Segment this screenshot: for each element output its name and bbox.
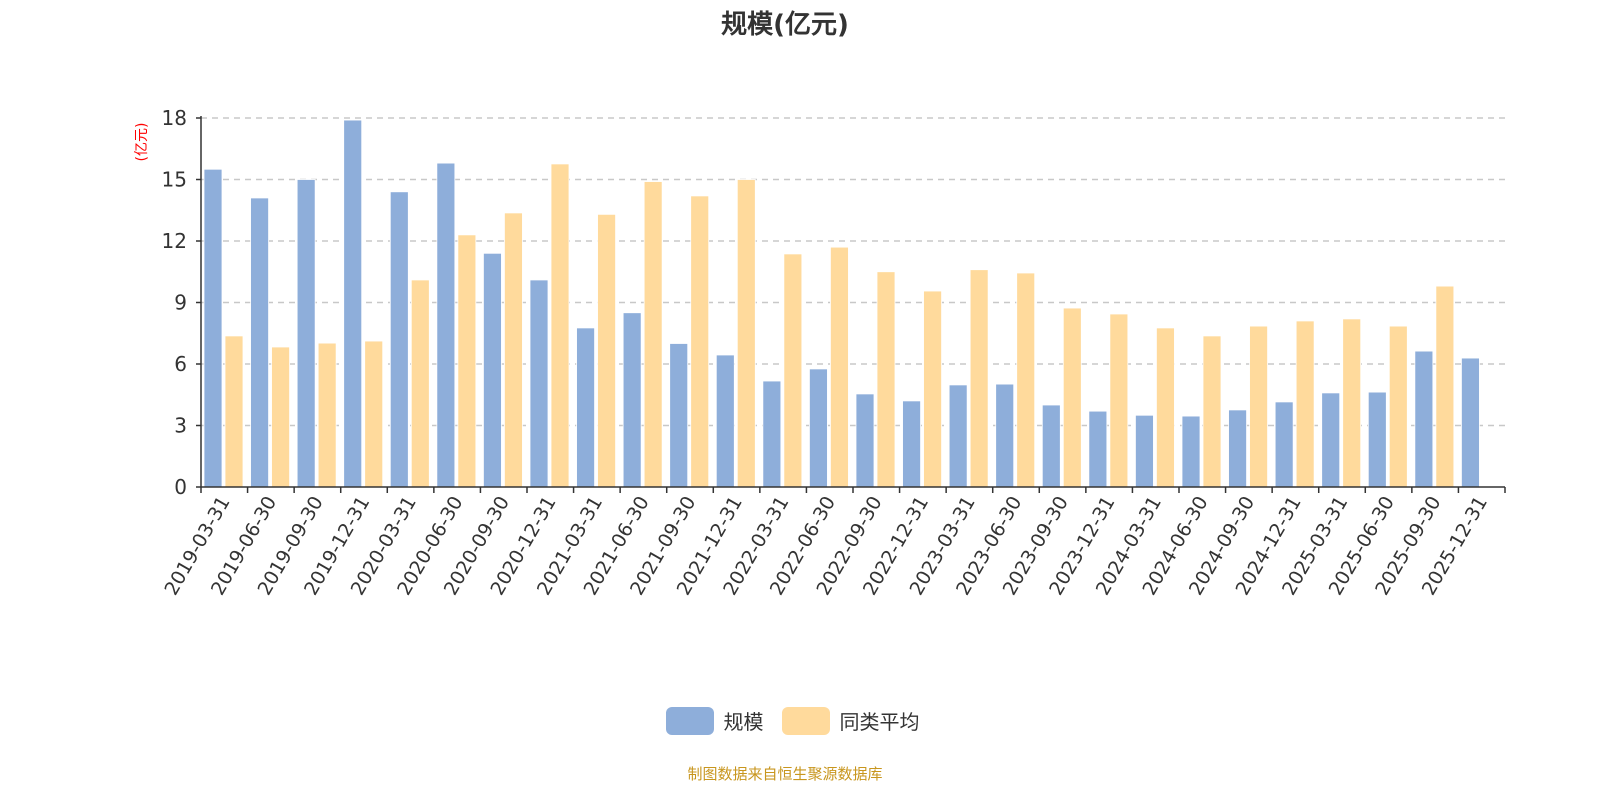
bar-scale [1181, 415, 1201, 488]
bar-peer-average [1016, 272, 1036, 488]
legend: 规模 同类平均 [0, 706, 1585, 735]
bar-scale [1228, 409, 1247, 488]
bar-peer-average [1202, 335, 1222, 488]
bar-scale [669, 343, 689, 488]
bar-scale [809, 368, 828, 488]
bar-peer-average [410, 279, 430, 488]
bar-scale [995, 383, 1015, 488]
bar-scale [1135, 414, 1154, 488]
bar-peer-average [224, 335, 244, 488]
bar-scale [529, 279, 549, 488]
y-tick-label: 9 [174, 291, 187, 315]
bar-scale [1321, 392, 1341, 488]
bar-scale [762, 380, 782, 488]
bar-peer-average [643, 181, 663, 488]
bar-peer-average [1342, 318, 1362, 488]
bar-peer-average [876, 271, 896, 488]
bar-scale [1274, 401, 1294, 488]
bar-scale [902, 400, 921, 488]
legend-label-scale: 规模 [723, 710, 764, 734]
bar-scale [1088, 410, 1108, 488]
bar-peer-average [736, 179, 756, 488]
bar-scale [1041, 404, 1061, 488]
bar-peer-average [690, 195, 710, 488]
legend-label-peer-average: 同类平均 [839, 710, 920, 734]
bar-scale [296, 179, 316, 488]
bar-scale [343, 119, 363, 488]
bar-peer-average [1109, 313, 1129, 488]
bar-scale [203, 168, 223, 488]
y-tick-label: 12 [162, 229, 187, 253]
bar-peer-average [969, 269, 989, 488]
bar-scale [1461, 357, 1480, 488]
bar-peer-average [923, 290, 942, 488]
bar-scale [948, 384, 968, 488]
legend-item-scale[interactable]: 规模 [665, 706, 764, 735]
bar-peer-average [1249, 325, 1268, 488]
y-tick-label: 0 [174, 475, 187, 499]
legend-item-peer-average[interactable]: 同类平均 [781, 706, 920, 735]
bar-scale [855, 393, 875, 488]
chart-title: 规模(亿元) [721, 10, 849, 40]
bar-peer-average [830, 246, 849, 488]
bar-peer-average [783, 253, 803, 488]
bar-peer-average [364, 340, 384, 488]
bar-peer-average [1388, 325, 1408, 488]
y-tick-label: 3 [174, 414, 187, 438]
bar-scale [576, 327, 595, 488]
bar-scale [250, 197, 269, 488]
y-tick-label: 18 [162, 106, 187, 130]
bar-peer-average [1062, 307, 1082, 488]
y-tick-label: 15 [162, 168, 187, 192]
bar-scale [622, 312, 642, 488]
bar-peer-average [1156, 327, 1175, 488]
bar-peer-average [271, 346, 290, 488]
bar-scale [389, 191, 409, 488]
y-tick-label: 6 [174, 352, 187, 376]
data-source-note: 制图数据来自恒生聚源数据库 [687, 765, 883, 783]
bar-scale [483, 252, 502, 488]
bar-peer-average [317, 342, 337, 488]
bar-peer-average [597, 213, 616, 488]
legend-swatch-scale [665, 706, 714, 735]
y-axis-label: (亿元) [134, 123, 150, 162]
bar-peer-average [1295, 320, 1315, 488]
bar-scale [715, 354, 735, 488]
bar-peer-average [550, 163, 570, 488]
bar-peer-average [1435, 285, 1455, 488]
legend-swatch-peer-average [781, 706, 830, 735]
bar-scale [436, 162, 456, 488]
bar-scale [1367, 391, 1387, 488]
bar-peer-average [504, 212, 523, 488]
bar-scale [1414, 350, 1434, 488]
bar-peer-average [457, 234, 477, 488]
